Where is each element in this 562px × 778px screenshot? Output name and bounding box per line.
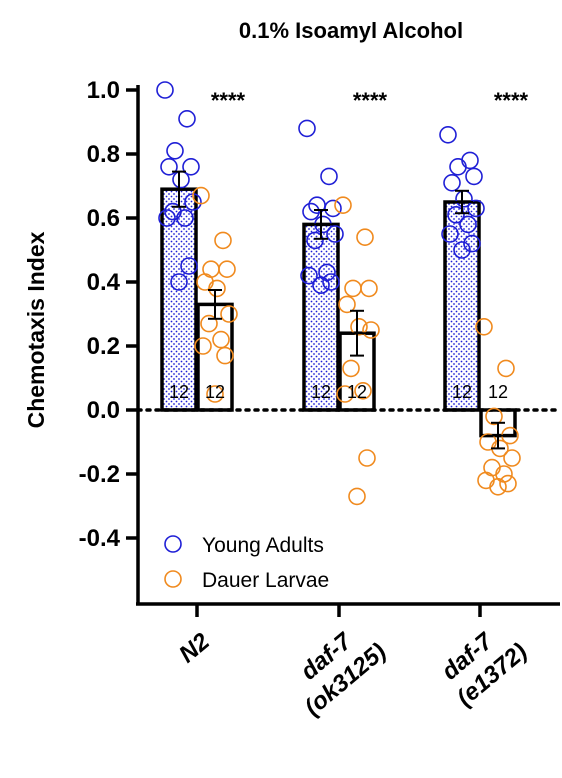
data-point-1-2 — [499, 474, 517, 493]
data-point-1-0 — [208, 279, 226, 298]
x-tick-label: N2 — [174, 627, 215, 668]
data-point-0-1 — [322, 273, 340, 291]
data-point-0-1 — [320, 167, 338, 186]
data-point-1-0 — [212, 330, 230, 349]
significance-label: **** — [211, 88, 246, 113]
data-point-0-0 — [178, 110, 196, 128]
y-tick-label: 0.6 — [87, 205, 120, 232]
data-point-1-0 — [214, 231, 232, 250]
x-tick-label: daf-7(ok3125) — [280, 615, 391, 721]
data-point-1-2 — [497, 359, 515, 378]
sample-size-label: 12 — [347, 382, 367, 402]
data-point-1-0 — [196, 273, 214, 291]
data-point-1-0 — [218, 260, 236, 279]
data-point-0-1 — [326, 225, 344, 243]
sample-size-label: 12 — [488, 382, 508, 402]
data-point-0-2 — [463, 234, 481, 253]
data-point-0-2 — [441, 225, 459, 243]
data-point-0-0 — [180, 257, 198, 275]
data-point-0-2 — [453, 241, 471, 259]
data-point-0-0 — [156, 81, 174, 99]
data-point-1-0 — [200, 314, 218, 333]
data-point-0-0 — [170, 273, 188, 291]
data-point-0-1 — [300, 266, 318, 285]
x-tick-label: daf-7(e1372) — [432, 615, 532, 712]
data-point-1-1 — [336, 385, 354, 403]
data-point-0-2 — [447, 206, 465, 224]
y-tick-label: -0.2 — [79, 461, 120, 488]
legend-label: Dauer Larvae — [202, 569, 329, 592]
data-point-1-0 — [206, 385, 224, 403]
data-point-0-1 — [306, 231, 324, 250]
data-point-1-1 — [344, 279, 362, 298]
y-tick-label: 0.0 — [87, 397, 120, 424]
significance-label: **** — [353, 88, 388, 113]
legend-marker — [164, 570, 182, 588]
data-point-1-1 — [348, 487, 366, 506]
legend-marker — [164, 535, 182, 553]
data-point-1-1 — [360, 279, 378, 298]
data-point-0-1 — [298, 119, 316, 138]
data-point-1-2 — [475, 317, 493, 336]
y-tick-label: 0.8 — [87, 141, 120, 168]
data-point-1-0 — [192, 186, 210, 205]
data-point-0-0 — [158, 209, 176, 227]
data-point-1-0 — [194, 337, 212, 355]
data-point-0-0 — [166, 142, 184, 160]
bar-0-2 — [443, 200, 481, 412]
data-point-1-2 — [489, 477, 507, 496]
legend-label: Young Adults — [202, 534, 324, 557]
y-tick-label: -0.4 — [79, 525, 121, 552]
data-point-0-2 — [465, 167, 483, 186]
data-point-1-1 — [342, 359, 360, 378]
data-point-0-1 — [324, 199, 342, 218]
data-point-0-2 — [461, 151, 479, 170]
data-point-0-2 — [467, 199, 485, 218]
sample-size-label: 12 — [452, 382, 472, 402]
chart-title: 0.1% Isoamyl Alcohol — [239, 18, 463, 43]
data-point-0-0 — [176, 209, 194, 227]
data-point-0-0 — [172, 170, 190, 189]
data-point-1-1 — [350, 317, 368, 336]
data-point-0-2 — [459, 215, 477, 234]
data-point-1-1 — [338, 295, 356, 314]
data-point-0-1 — [302, 202, 320, 221]
y-axis-label: Chemotaxis Index — [23, 231, 49, 428]
data-point-0-2 — [439, 126, 457, 144]
sample-size-label: 12 — [169, 382, 189, 402]
y-tick-label: 0.4 — [87, 269, 121, 296]
data-point-1-1 — [334, 196, 352, 214]
data-point-1-2 — [503, 449, 521, 467]
significance-label: **** — [494, 88, 529, 113]
y-tick-label: 1.0 — [87, 77, 120, 104]
data-point-1-0 — [220, 305, 238, 323]
data-point-1-1 — [354, 381, 372, 400]
data-point-1-1 — [356, 228, 374, 246]
data-point-0-2 — [443, 174, 461, 192]
data-point-0-0 — [160, 158, 178, 176]
data-point-1-0 — [216, 346, 234, 365]
sample-size-label: 12 — [205, 382, 225, 402]
data-point-0-0 — [182, 158, 200, 176]
y-tick-label: 0.2 — [87, 333, 120, 360]
data-point-1-2 — [477, 471, 495, 490]
data-point-0-1 — [312, 276, 330, 295]
data-point-0-2 — [449, 158, 467, 176]
data-point-1-1 — [362, 321, 380, 339]
data-point-1-2 — [485, 407, 503, 426]
x-tick-label-line1: N2 — [174, 627, 215, 668]
sample-size-label: 12 — [311, 382, 331, 402]
data-point-1-1 — [358, 449, 376, 467]
